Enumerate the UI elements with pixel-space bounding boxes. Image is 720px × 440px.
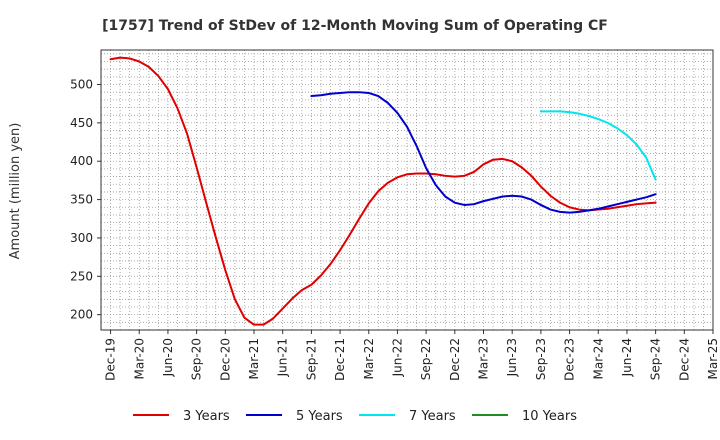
series-layer [109,56,657,326]
x-tick-label: Mar-24 [591,338,605,379]
x-tick-label: Sep-20 [190,338,204,380]
grid [101,50,713,331]
x-tick-label: Dec-20 [218,338,232,381]
x-tick-label: Jun-20 [161,338,175,377]
x-tick-label: Dec-21 [333,338,347,381]
x-tick-label: Jun-24 [620,338,634,377]
series-line-7-years [539,110,657,181]
y-axis-title: Amount (million yen) [8,123,23,260]
y-tick-label: 200 [70,308,93,322]
y-tick-label: 450 [70,116,93,130]
x-tick-label: Jun-23 [505,338,519,377]
legend-label: 5 Years [296,409,343,424]
x-tick-label: Sep-22 [419,338,433,380]
y-tick-label: 500 [70,78,93,92]
x-tick-label: Mar-22 [362,338,376,379]
x-tick-label: Sep-21 [304,338,318,380]
x-tick-label: Mar-23 [477,338,491,379]
x-tick-label: Sep-24 [649,338,663,380]
x-tick-label: Jun-21 [276,338,290,377]
legend-label: 10 Years [522,409,577,424]
x-tick-label: Dec-22 [448,338,462,381]
x-tick-label: Dec-24 [677,338,691,381]
legend: 3 Years 5 Years 7 Years 10 Years [133,409,577,424]
plot-frame [100,49,714,331]
x-tick-label: Dec-23 [563,338,577,381]
series-line-3-years [109,56,657,326]
x-tick-label: Jun-22 [390,338,404,377]
chart-title: [1757] Trend of StDev of 12-Month Moving… [102,18,608,34]
y-tick-label: 250 [70,269,93,283]
legend-label: 3 Years [183,409,230,424]
x-tick-label: Sep-23 [534,338,548,380]
x-tick-label: Mar-25 [706,338,720,379]
x-tick-label: Dec-19 [104,338,118,381]
legend-label: 7 Years [409,409,456,424]
x-tick-label: Mar-20 [132,338,146,379]
y-tick-label: 400 [70,154,93,168]
y-tick-label: 300 [70,231,93,245]
series-line-5-years [310,91,657,214]
y-tick-label: 350 [70,193,93,207]
tick-labels: 200 250 300 350 400 450 500 Dec-19 Mar-20 Jun-20 S… [70,78,720,381]
x-tick-label: Mar-21 [247,338,261,379]
